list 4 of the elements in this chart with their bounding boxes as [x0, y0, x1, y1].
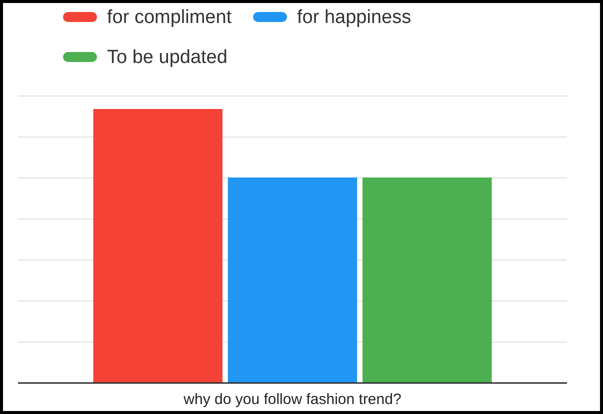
x-axis-title: why do you follow fashion trend? — [182, 391, 402, 408]
legend-label: for compliment — [107, 7, 232, 28]
legend-label: for happiness — [297, 7, 412, 28]
legend-label: To be updated — [107, 47, 228, 68]
